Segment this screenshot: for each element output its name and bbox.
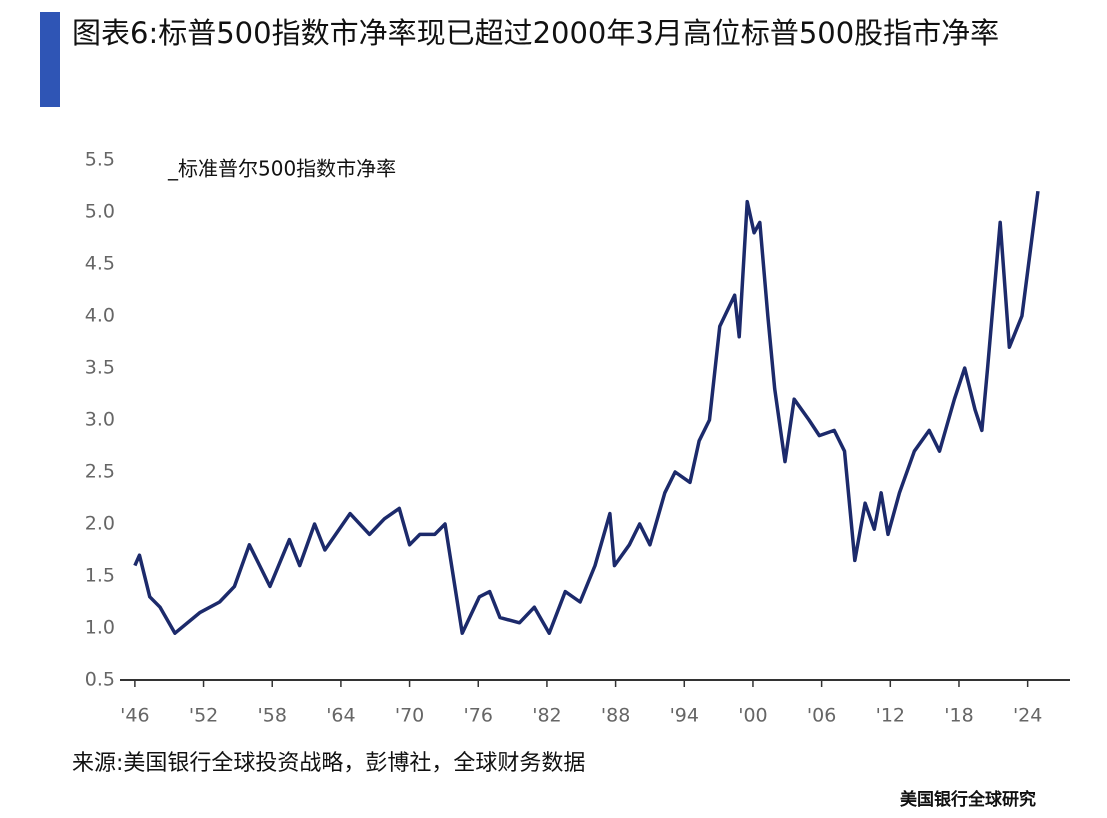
y-tick-label: 1.0 [85,617,115,639]
y-tick-label: 5.0 [85,201,115,223]
y-tick-label: 2.0 [85,513,115,535]
x-tick-label: '00 [738,705,767,727]
chart: 0.5 1.0 1.5 2.0 2.5 3.0 3.5 4.0 4.5 5.0 5.5 '46 '52 '… [85,149,1070,727]
x-tick-label: '58 [258,705,287,727]
x-tick-label: '94 [670,705,699,727]
x-tick-label: '82 [532,705,561,727]
y-tick-label: 3.0 [85,409,115,431]
x-tick-label: '88 [601,705,630,727]
source-note: 来源:美国银行全球投资战略，彭博社，全球财务数据 [72,751,586,776]
data-line [133,190,1040,635]
x-tick-label: '24 [1013,705,1042,727]
chart-title: 图表6:标普500指数市净率现已超过2000年3月高位标普500股指市净率 [72,16,1000,50]
legend-label: _标准普尔500指数市净率 [167,157,396,181]
x-tick-label: '18 [944,705,973,727]
y-tick-label: 1.5 [85,565,115,587]
title-accent [40,12,60,107]
x-tick-label: '52 [189,705,218,727]
y-tick-label: 4.5 [85,253,115,275]
x-tick-label: '76 [464,705,493,727]
x-tick-label: '46 [120,705,149,727]
y-tick-label: 0.5 [85,669,115,691]
y-tick-label: 4.0 [85,305,115,327]
x-tick-label: '70 [395,705,424,727]
y-tick-label: 3.5 [85,357,115,379]
footer: 美国银行全球研究 [900,790,1036,810]
x-tick-label: '06 [807,705,836,727]
x-tick-label: '12 [876,705,905,727]
y-tick-label: 5.5 [85,149,115,171]
y-tick-label: 2.5 [85,461,115,483]
x-tick-label: '64 [326,705,355,727]
